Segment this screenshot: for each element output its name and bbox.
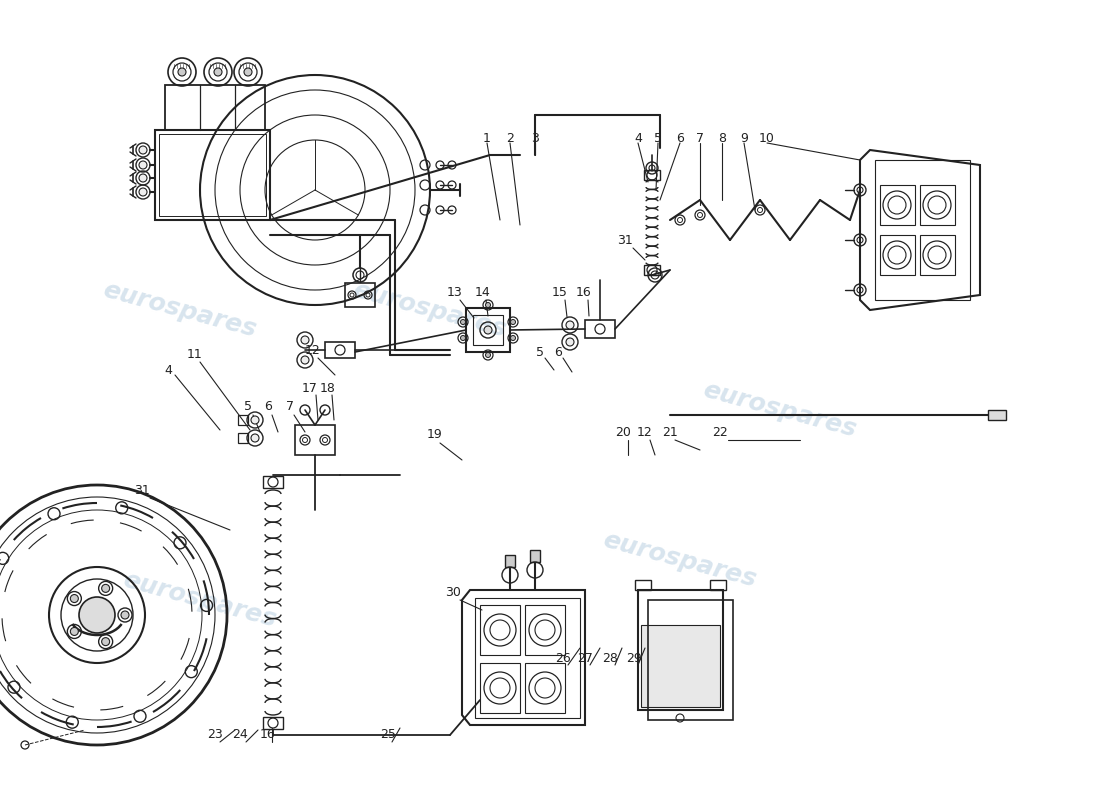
Bar (263, 717, 283, 729)
Bar (480, 663, 520, 713)
Text: 14: 14 (475, 286, 491, 299)
Bar (345, 283, 375, 307)
Text: eurospares: eurospares (100, 278, 260, 342)
Bar (238, 415, 248, 425)
Bar (525, 605, 565, 655)
Circle shape (70, 594, 78, 602)
Bar (644, 170, 660, 180)
Text: 4: 4 (634, 131, 642, 145)
Text: 10: 10 (759, 131, 774, 145)
Circle shape (139, 161, 147, 169)
Text: 25: 25 (381, 729, 396, 742)
Circle shape (510, 335, 516, 341)
Text: eurospares: eurospares (601, 528, 759, 592)
Circle shape (251, 434, 258, 442)
Text: 6: 6 (676, 131, 684, 145)
Text: 5: 5 (244, 401, 252, 414)
Text: 21: 21 (662, 426, 678, 438)
Circle shape (139, 174, 147, 182)
Circle shape (485, 302, 491, 307)
Text: 4: 4 (164, 363, 172, 377)
Text: 12: 12 (637, 426, 653, 438)
Text: 11: 11 (187, 349, 202, 362)
Circle shape (510, 319, 516, 325)
Text: 27: 27 (578, 651, 593, 665)
Text: 22: 22 (712, 426, 728, 438)
Text: 16: 16 (260, 729, 276, 742)
Text: eurospares: eurospares (351, 278, 509, 342)
Text: 24: 24 (232, 729, 248, 742)
Text: 12: 12 (305, 343, 321, 357)
Text: 20: 20 (615, 426, 631, 438)
Circle shape (461, 319, 465, 325)
Circle shape (139, 188, 147, 196)
Text: 6: 6 (554, 346, 562, 358)
Circle shape (79, 597, 116, 633)
Text: eurospares: eurospares (121, 568, 279, 632)
Text: 2: 2 (506, 131, 514, 145)
Text: 5: 5 (536, 346, 544, 358)
Text: 7: 7 (286, 401, 294, 414)
Circle shape (244, 68, 252, 76)
Bar (263, 476, 283, 488)
Bar (880, 185, 915, 225)
Text: 9: 9 (740, 131, 748, 145)
Text: 17: 17 (302, 382, 318, 394)
Circle shape (566, 338, 574, 346)
Text: 29: 29 (626, 651, 642, 665)
Circle shape (251, 416, 258, 424)
Circle shape (301, 336, 309, 344)
Bar (160, 134, 266, 216)
Text: 3: 3 (531, 131, 539, 145)
Bar (920, 185, 955, 225)
Bar (238, 433, 248, 443)
Bar (874, 160, 970, 300)
Bar (525, 663, 565, 713)
Text: eurospares: eurospares (701, 378, 859, 442)
Text: 8: 8 (718, 131, 726, 145)
Circle shape (566, 321, 574, 329)
Bar (480, 605, 520, 655)
Text: 5: 5 (654, 131, 662, 145)
Circle shape (485, 353, 491, 358)
Bar (641, 625, 720, 707)
Bar (644, 265, 660, 275)
Bar (530, 550, 540, 562)
Text: 6: 6 (264, 401, 272, 414)
Text: 15: 15 (552, 286, 568, 299)
Text: 28: 28 (602, 651, 618, 665)
Text: 16: 16 (576, 286, 592, 299)
Circle shape (214, 68, 222, 76)
Text: 26: 26 (556, 651, 571, 665)
Text: 7: 7 (696, 131, 704, 145)
Circle shape (178, 68, 186, 76)
Circle shape (301, 356, 309, 364)
Text: 1: 1 (483, 131, 491, 145)
Text: 13: 13 (447, 286, 463, 299)
Text: 31: 31 (617, 234, 632, 246)
Circle shape (121, 611, 129, 619)
Bar (466, 308, 510, 352)
Circle shape (484, 326, 492, 334)
Text: 23: 23 (207, 729, 223, 742)
Circle shape (461, 335, 465, 341)
Circle shape (139, 146, 147, 154)
Text: 19: 19 (427, 429, 443, 442)
Text: 30: 30 (446, 586, 461, 599)
Bar (505, 555, 515, 567)
Bar (475, 598, 580, 718)
Circle shape (101, 584, 110, 592)
Bar (920, 235, 955, 275)
Bar (880, 235, 915, 275)
Circle shape (101, 638, 110, 646)
Bar (988, 410, 1007, 420)
Circle shape (70, 627, 78, 635)
Bar (473, 315, 503, 345)
Text: 31: 31 (134, 483, 150, 497)
Text: 18: 18 (320, 382, 336, 394)
